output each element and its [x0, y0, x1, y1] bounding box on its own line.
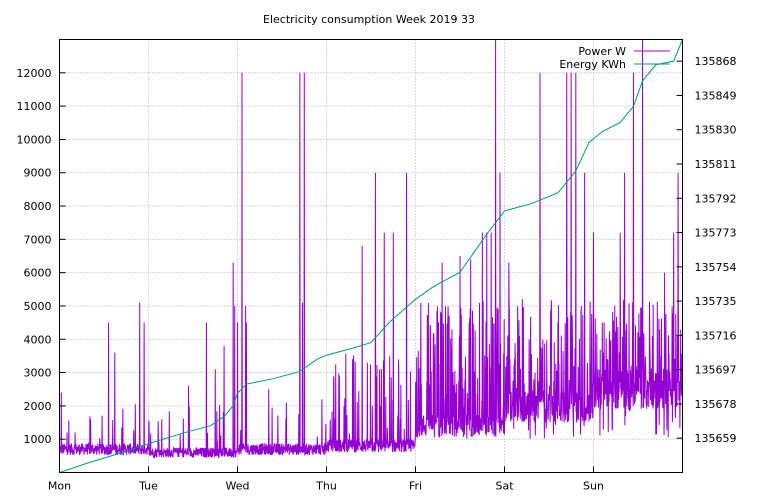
x-tick-label: Mon [48, 480, 71, 493]
y-right-tick-label: 135811 [695, 158, 737, 171]
y-right-tick-label: 135868 [695, 55, 737, 68]
x-tick-label: Tue [138, 480, 158, 493]
x-tick-label: Sun [583, 480, 604, 493]
legend: Power W Energy KWh [559, 45, 670, 71]
y-right-tick-label: 135792 [695, 192, 737, 205]
y-left-tick-label: 11000 [17, 100, 52, 113]
y-right-tick-label: 135735 [695, 295, 737, 308]
y-right-tick-label: 135659 [695, 432, 737, 445]
plot-area [59, 39, 683, 473]
y-left-tick-label: 5000 [24, 300, 52, 313]
y-right-tick-label: 135754 [695, 261, 737, 274]
x-tick-label: Wed [226, 480, 250, 493]
y-left-tick-label: 8000 [24, 200, 52, 213]
series-energy-line [59, 39, 683, 473]
y-right-tick-label: 135697 [695, 364, 737, 377]
x-tick-label: Fri [409, 480, 422, 493]
x-tick-label: Sat [495, 480, 514, 493]
y-left-tick-label: 9000 [24, 167, 52, 180]
y-left-tick-label: 10000 [17, 133, 52, 146]
legend-label-power: Power W [578, 45, 626, 58]
y-right-tick-label: 135716 [695, 329, 737, 342]
legend-label-energy: Energy KWh [559, 58, 626, 71]
y-left-tick-label: 2000 [24, 400, 52, 413]
y-left-tick-label: 12000 [17, 67, 52, 80]
axis-ticks: 1000 2000 3000 4000 5000 6000 7000 8000 9000 1000… [17, 55, 737, 492]
y-right-tick-label: 135849 [695, 89, 737, 102]
chart-title: Electricity consumption Week 2019 33 [263, 13, 475, 26]
y-left-tick-label: 3000 [24, 367, 52, 380]
y-right-tick-label: 135773 [695, 227, 737, 240]
y-left-tick-label: 7000 [24, 233, 52, 246]
series-power-line [59, 39, 683, 460]
y-right-tick-label: 135678 [695, 398, 737, 411]
y-left-tick-label: 4000 [24, 333, 52, 346]
x-tick-label: Thu [315, 480, 337, 493]
y-left-tick-label: 6000 [24, 267, 52, 280]
y-left-tick-label: 1000 [24, 433, 52, 446]
plot-frame [59, 39, 683, 473]
y-right-tick-label: 135830 [695, 124, 737, 137]
